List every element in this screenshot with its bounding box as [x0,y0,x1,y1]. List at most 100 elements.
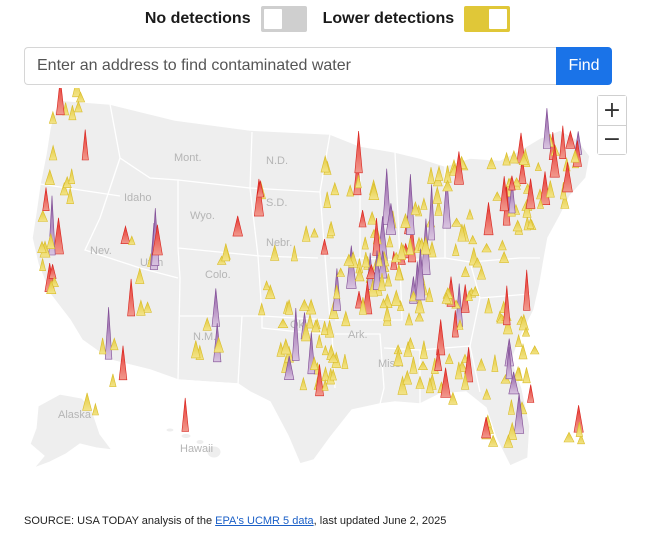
detection-spike [354,130,363,174]
detection-spike [256,180,265,198]
detection-spike [280,338,292,355]
detection-spike [507,421,518,440]
detection-spike [434,165,444,181]
legend-no-detections: No detections [145,6,307,32]
detection-spike [570,149,580,163]
detection-spike [562,162,573,193]
detection-spike [202,316,212,331]
detection-spike [290,245,298,262]
detection-spike [109,337,119,351]
detection-spike [409,356,418,374]
detection-spike [46,232,56,249]
detection-spike [384,273,392,287]
detection-spike [46,279,57,294]
detection-spike [323,191,332,208]
detection-spike [136,299,146,316]
detection-spike [509,149,519,164]
detection-spike [420,197,428,210]
us-map-svg[interactable]: Mont.N.D.IdahoWyo.S.D.Nev.Nebr.UtahColo.… [0,88,655,478]
detection-spike [442,179,453,192]
state-label: Hawaii [180,443,213,455]
detection-spike [444,352,454,364]
detection-spike [536,198,545,209]
detection-spike [262,280,271,291]
find-button[interactable]: Find [556,47,612,85]
detection-spike [66,188,74,204]
detection-spike [59,181,69,196]
detection-spike [481,417,491,439]
no-detections-toggle[interactable] [260,6,307,32]
detection-spike [258,302,266,316]
detection-spike [379,297,388,309]
detection-spike [560,192,570,209]
detection-spike [368,182,380,200]
detection-spike [42,187,50,211]
detection-spike [499,176,509,212]
detection-spike [512,177,522,187]
detection-spike [321,344,329,356]
detection-spike [499,250,510,263]
detection-spike [301,322,311,342]
detection-spike [525,178,536,209]
lower-detections-toggle[interactable] [464,6,511,32]
detection-spike [253,178,264,217]
detection-spike [502,151,511,166]
detection-spike [406,174,415,235]
detection-spike [135,267,145,284]
state-label: Idaho [124,192,152,204]
detection-spike [118,345,128,381]
detection-spike [534,161,542,171]
detection-spike [472,257,483,268]
zoom-control: + − [597,95,627,155]
detection-spike [526,217,535,229]
epa-data-link[interactable]: EPA's UCMR 5 data [215,515,314,527]
detection-spike [310,227,319,238]
detection-spike [415,248,426,301]
detection-spike [559,125,567,159]
detection-spike [565,130,576,149]
detection-spike [522,367,531,384]
detection-spike [346,184,355,197]
address-search-input[interactable] [24,47,556,85]
toggle-knob [263,9,282,29]
detection-spike [383,305,392,322]
detection-spike [464,347,474,383]
detection-spike [505,346,513,380]
detection-spike [491,354,499,372]
legend-lower-detections: Lower detections [323,6,511,32]
detection-spike [375,251,383,267]
detection-spike [284,299,294,315]
zoom-out-button[interactable]: − [598,125,626,154]
detection-spike [406,238,415,255]
state-label: Colo. [205,269,231,281]
detection-spike [56,88,65,116]
detection-spike [503,317,513,335]
detection-spike [452,242,460,256]
detection-spike [330,181,340,196]
detection-spike [420,236,431,255]
detection-spike [513,365,523,381]
source-note: SOURCE: USA TODAY analysis of the EPA's … [24,515,446,527]
detection-spike [425,287,434,302]
zoom-in-button[interactable]: + [598,96,626,125]
detection-spike [518,158,527,184]
detection-spike [366,263,377,279]
detection-spike [362,281,373,315]
detection-spike [74,100,83,113]
detection-spike [454,361,463,380]
contamination-map[interactable]: Mont.N.D.IdahoWyo.S.D.Nev.Nebr.UtahColo.… [0,88,655,478]
detection-spike [498,239,507,251]
detection-spike [37,209,48,222]
detection-spike [367,210,377,225]
detection-spike [68,168,76,184]
detection-spike [476,265,487,280]
detection-spike [521,326,531,337]
detection-spike [456,318,464,330]
detection-spike [327,221,336,236]
detection-spike [221,243,231,262]
detection-spike [361,236,369,250]
detection-spike [48,264,57,279]
detection-spike [481,242,492,253]
toggle-knob [489,9,508,29]
detection-spike [232,215,243,237]
